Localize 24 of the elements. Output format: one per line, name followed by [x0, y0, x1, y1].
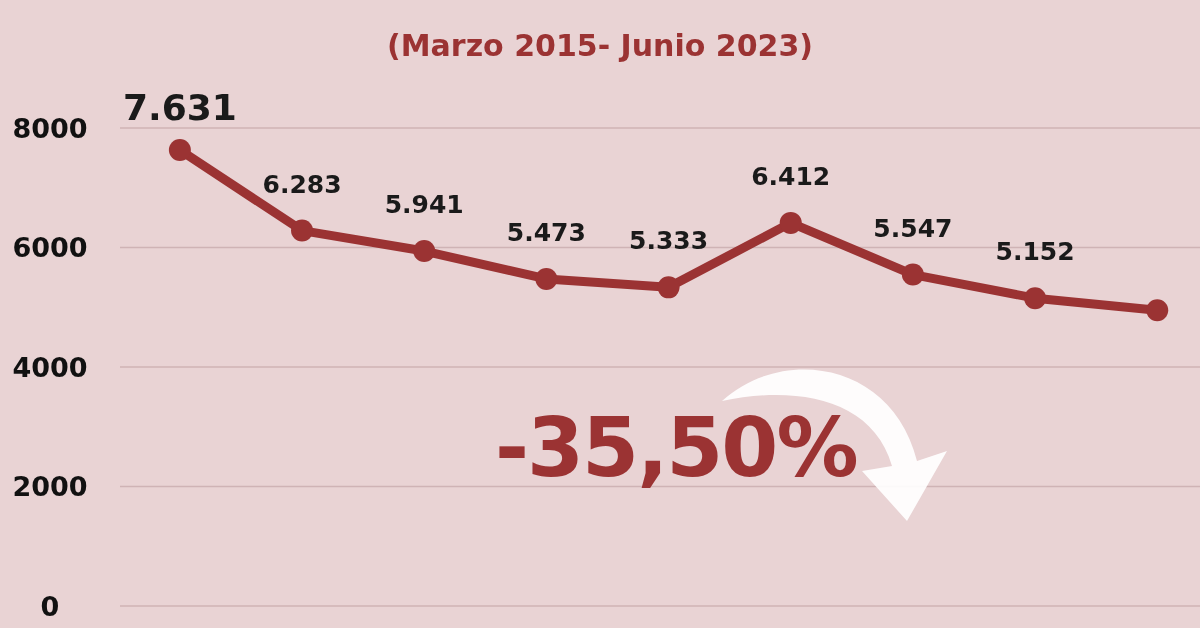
- point: [1024, 287, 1047, 310]
- text: 6.412: [751, 161, 831, 191]
- point: [413, 240, 436, 263]
- text: 5.547: [873, 213, 953, 243]
- point: [901, 263, 924, 286]
- y-tick-label: 8000: [12, 112, 88, 144]
- point: [291, 219, 314, 242]
- text: 5.473: [506, 217, 586, 247]
- point: [535, 267, 558, 290]
- y-tick-label: 2000: [12, 471, 88, 503]
- point: [779, 211, 802, 234]
- point: [1146, 299, 1169, 322]
- point: [168, 139, 191, 162]
- text: 6.283: [262, 169, 342, 199]
- point: [657, 276, 680, 299]
- text: 5.941: [384, 190, 464, 220]
- text: 5.152: [995, 237, 1075, 267]
- text: 5.333: [629, 226, 709, 256]
- text: 7.631: [122, 87, 237, 129]
- chart-subtitle: (Marzo 2015- Junio 2023): [386, 28, 814, 63]
- annotation: -35,50%: [495, 400, 857, 495]
- y-tick-label: 0: [40, 590, 60, 622]
- y-tick-label: 4000: [12, 351, 88, 383]
- y-tick-label: 6000: [12, 232, 88, 264]
